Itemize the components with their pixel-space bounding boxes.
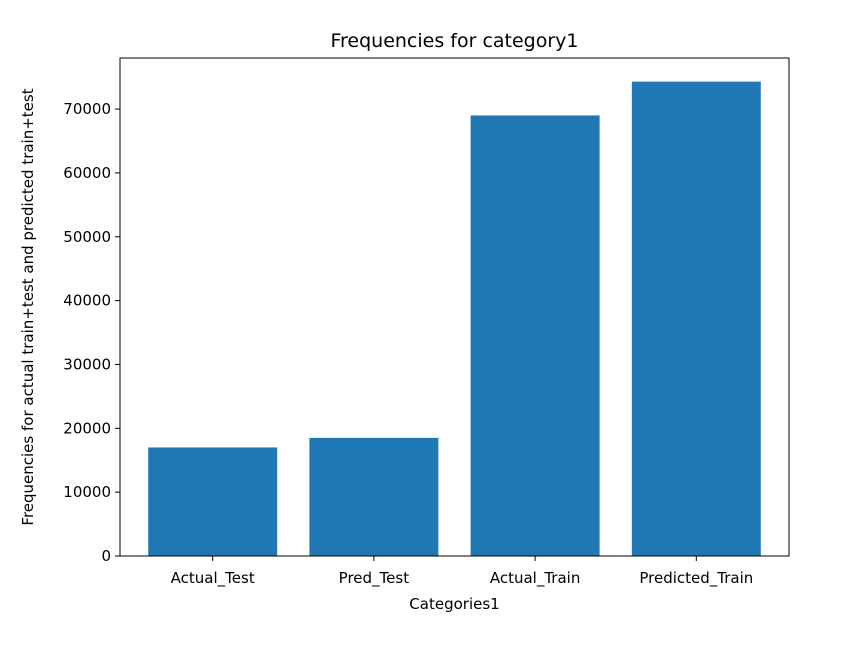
x-tick-label: Actual_Train [490, 569, 580, 588]
y-tick-label: 50000 [63, 228, 111, 246]
axes-frame [119, 57, 790, 557]
y-axis-label: Frequencies for actual train+test and pr… [19, 88, 37, 525]
plot-area: Actual_Test Pred_Test Actual_Train Predicte… [63, 57, 790, 588]
bar-actual-train [470, 115, 600, 556]
y-tick-label: 40000 [63, 292, 111, 310]
bar-predicted-train [631, 81, 761, 556]
x-axis-label: Categories1 [409, 595, 499, 613]
y-tick-label: 0 [101, 547, 111, 565]
y-tick-label: 60000 [63, 164, 111, 182]
y-tick-label: 10000 [63, 483, 111, 501]
bar-actual-test [148, 447, 278, 556]
y-tick-label: 30000 [63, 355, 111, 373]
y-tick-label: 70000 [63, 100, 111, 118]
chart-title: Frequencies for category1 [330, 30, 578, 52]
x-tick-label: Actual_Test [171, 569, 255, 588]
y-tick-label: 20000 [63, 419, 111, 437]
bar-pred-test [309, 437, 439, 556]
x-tick-label: Pred_Test [339, 569, 410, 588]
x-tick-label: Predicted_Train [639, 569, 753, 588]
